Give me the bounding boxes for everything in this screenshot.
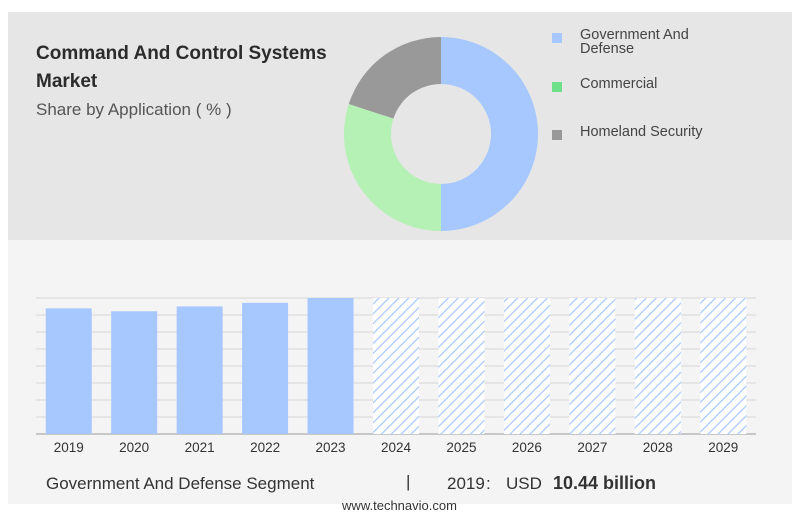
x-tick-label: 2023 — [316, 440, 346, 455]
x-tick-label: 2026 — [512, 440, 542, 455]
chart-subtitle: Share by Application ( % ) — [36, 100, 232, 119]
x-tick-label: 2020 — [119, 440, 149, 455]
legend-label: Commercial — [580, 76, 658, 92]
x-tick-label: 2024 — [381, 440, 412, 455]
bar-2019 — [45, 308, 92, 434]
website-link[interactable]: www.technavio.com — [342, 498, 457, 513]
bar-chart: 2019 2020 2021 2022 2023 2024 2025 2026 2027 2028… — [36, 297, 756, 455]
legend-swatch — [552, 130, 562, 140]
x-tick-label: 2027 — [577, 440, 607, 455]
forecast-bar-2026 — [503, 298, 550, 434]
bar-2023 — [307, 298, 354, 434]
donut-slice-government-and-defense — [441, 37, 538, 231]
legend-swatch — [552, 82, 562, 92]
footer-year: 2019 — [447, 474, 485, 493]
legend-label: Government And Defense — [580, 27, 689, 57]
forecast-bar-2025 — [438, 298, 485, 434]
forecast-bar-2029 — [700, 298, 747, 434]
bar-2022 — [242, 302, 289, 434]
chart-title: Command And Control Systems Market — [36, 43, 327, 92]
bar-2021 — [176, 306, 223, 434]
x-tick-label: 2021 — [185, 440, 215, 455]
x-tick-label: 2029 — [708, 440, 738, 455]
footer-unit: USD — [506, 474, 542, 493]
forecast-bar-2027 — [569, 298, 616, 434]
x-tick-label: 2022 — [250, 440, 280, 455]
footer-separator: | — [406, 472, 411, 491]
forecast-bar-2024 — [373, 298, 419, 434]
donut-slice-homeland-security — [348, 37, 441, 119]
x-tick-label: 2028 — [643, 440, 673, 455]
segment-label: Government And Defense Segment — [46, 474, 315, 493]
x-tick-label: 2019 — [54, 440, 84, 455]
legend-label: Homeland Security — [580, 124, 703, 140]
footer-value: 10.44 billion — [553, 473, 657, 493]
footer-colon: : — [486, 474, 491, 493]
donut-chart — [344, 37, 538, 231]
x-tick-label: 2025 — [446, 440, 476, 455]
forecast-bar-2028 — [634, 298, 681, 434]
bar-2020 — [111, 311, 158, 434]
donut-slice-commercial — [344, 104, 441, 231]
legend-swatch — [552, 33, 562, 43]
